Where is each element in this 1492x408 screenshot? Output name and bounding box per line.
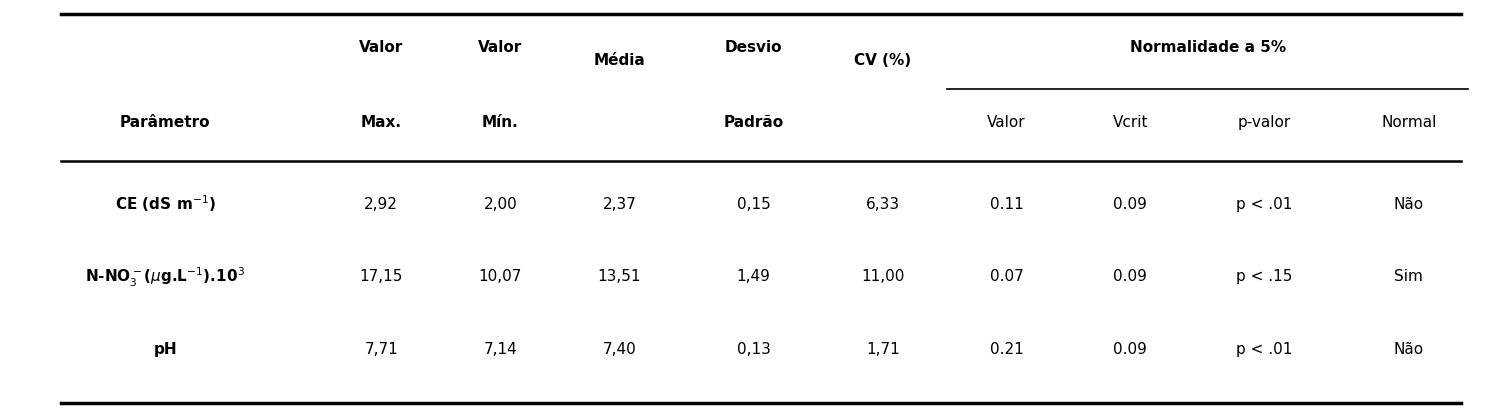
Text: Valor: Valor <box>477 40 522 55</box>
Text: CV (%): CV (%) <box>855 53 912 68</box>
Text: Não: Não <box>1394 197 1423 211</box>
Text: Mín.: Mín. <box>482 115 519 131</box>
Text: 0.21: 0.21 <box>989 342 1024 357</box>
Text: Vcrit: Vcrit <box>1113 115 1147 131</box>
Text: 1,49: 1,49 <box>737 269 770 284</box>
Text: Valor: Valor <box>360 40 403 55</box>
Text: Parâmetro: Parâmetro <box>119 115 210 131</box>
Text: 0.11: 0.11 <box>989 197 1024 211</box>
Text: Max.: Max. <box>361 115 401 131</box>
Text: 2,00: 2,00 <box>483 197 518 211</box>
Text: Média: Média <box>594 53 646 68</box>
Text: 0.09: 0.09 <box>1113 269 1147 284</box>
Text: 10,07: 10,07 <box>479 269 522 284</box>
Text: 6,33: 6,33 <box>865 197 900 211</box>
Text: Sim: Sim <box>1394 269 1423 284</box>
Text: 0,13: 0,13 <box>737 342 770 357</box>
Text: 13,51: 13,51 <box>598 269 642 284</box>
Text: Valor: Valor <box>988 115 1026 131</box>
Text: N-NO$_3^-$($\mu$g.L$^{-1}$).10$^3$: N-NO$_3^-$($\mu$g.L$^{-1}$).10$^3$ <box>85 265 245 288</box>
Text: 1,71: 1,71 <box>867 342 900 357</box>
Text: 7,40: 7,40 <box>603 342 636 357</box>
Text: CE (dS m$^{-1}$): CE (dS m$^{-1}$) <box>115 194 216 214</box>
Text: Normalidade a 5%: Normalidade a 5% <box>1129 40 1286 55</box>
Text: 2,92: 2,92 <box>364 197 398 211</box>
Text: p < .01: p < .01 <box>1235 342 1292 357</box>
Text: 17,15: 17,15 <box>360 269 403 284</box>
Text: 0.09: 0.09 <box>1113 342 1147 357</box>
Text: Padrão: Padrão <box>724 115 783 131</box>
Text: 7,71: 7,71 <box>364 342 398 357</box>
Text: 0.09: 0.09 <box>1113 197 1147 211</box>
Text: pH: pH <box>154 342 178 357</box>
Text: Não: Não <box>1394 342 1423 357</box>
Text: 2,37: 2,37 <box>603 197 637 211</box>
Text: 0,15: 0,15 <box>737 197 770 211</box>
Text: 7,14: 7,14 <box>483 342 518 357</box>
Text: 0.07: 0.07 <box>989 269 1024 284</box>
Text: 11,00: 11,00 <box>861 269 904 284</box>
Text: Normal: Normal <box>1382 115 1437 131</box>
Text: p-valor: p-valor <box>1238 115 1291 131</box>
Text: Desvio: Desvio <box>725 40 782 55</box>
Text: p < .15: p < .15 <box>1235 269 1292 284</box>
Text: p < .01: p < .01 <box>1235 197 1292 211</box>
